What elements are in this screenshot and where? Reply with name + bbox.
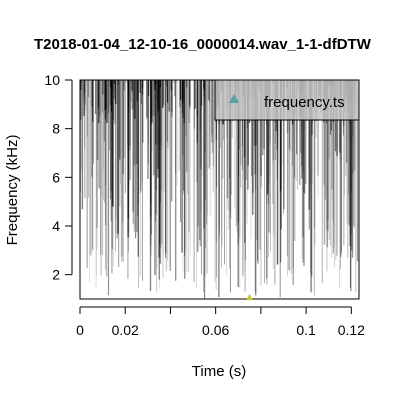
freq-ts-series: [246, 293, 254, 301]
y-axis-label: Frequency (kHz): [4, 135, 21, 246]
legend-box: [214, 79, 360, 121]
x-tick-label: 0.06: [202, 322, 229, 338]
chart-title: T2018-01-04_12-10-16_0000014.wav_1-1-dfD…: [34, 36, 372, 53]
y-tick-label: 8: [52, 121, 60, 137]
x-tick-label: 0.12: [338, 322, 365, 338]
x-tick-label: 0: [76, 322, 84, 338]
x-axis-label: Time (s): [192, 363, 246, 380]
y-axis: 2 4 6 8 10: [44, 72, 73, 283]
y-tick-label: 4: [52, 218, 60, 234]
series-point: [246, 293, 254, 301]
y-tick-label: 10: [44, 72, 60, 88]
legend-entry-label: frequency.ts: [264, 94, 345, 111]
x-tick-label: 0.02: [112, 322, 139, 338]
legend: frequency.ts: [214, 79, 360, 121]
x-axis: 0 0.02 0.06 0.1 0.12: [76, 306, 365, 338]
x-tick-label: 0.1: [296, 322, 316, 338]
y-tick-label: 6: [52, 169, 60, 185]
y-tick-label: 2: [52, 267, 60, 283]
legend-triangle-icon: [229, 94, 239, 103]
